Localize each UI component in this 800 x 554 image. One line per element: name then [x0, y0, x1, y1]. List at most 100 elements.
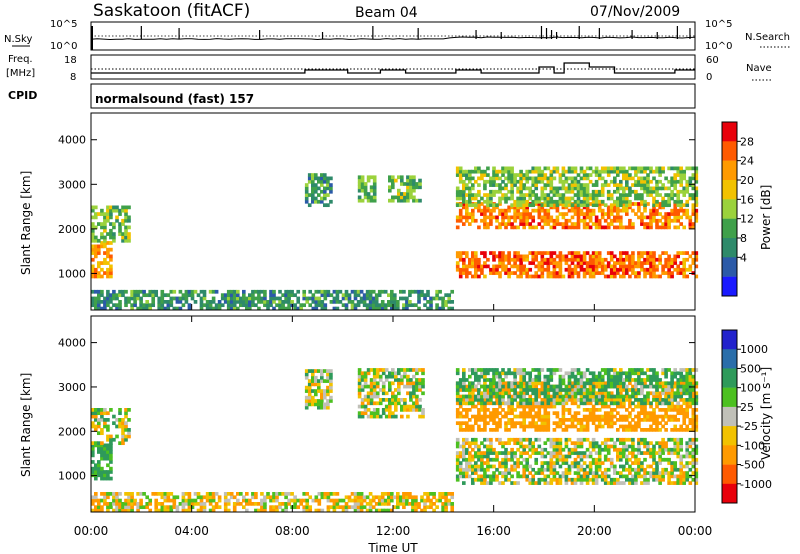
heatmap-cell	[103, 470, 107, 474]
heatmap-cell	[640, 222, 644, 226]
heatmap-cell	[142, 505, 146, 510]
heatmap-cell	[567, 225, 572, 230]
heatmap-cell	[667, 264, 671, 269]
heatmap-cell	[619, 437, 623, 442]
heatmap-cell	[561, 212, 566, 216]
heatmap-cell	[628, 274, 632, 279]
heatmap-cell	[619, 384, 623, 389]
heatmap-cell	[133, 300, 137, 304]
heatmap-cell	[567, 208, 572, 213]
heatmap-cell	[106, 411, 110, 416]
heatmap-cell	[549, 404, 554, 409]
heatmap-cell	[293, 505, 297, 510]
heatmap-cell	[455, 189, 460, 194]
heatmap-cell	[570, 371, 575, 376]
heatmap-cell	[625, 193, 629, 197]
heatmap-cell	[567, 384, 572, 389]
heatmap-cell	[670, 196, 674, 201]
heatmap-cell	[682, 474, 687, 479]
heatmap-cell	[588, 444, 593, 449]
heatmap-cell	[616, 271, 620, 275]
heatmap-cell	[357, 378, 362, 382]
heatmap-cell	[384, 398, 389, 402]
heatmap-cell	[628, 404, 632, 409]
heatmap-cell	[483, 411, 487, 416]
heatmap-cell	[670, 274, 674, 279]
heatmap-cell	[190, 293, 195, 298]
heatmap-cell	[685, 251, 690, 255]
heatmap-cell	[226, 303, 231, 308]
heatmap-cell	[272, 293, 276, 298]
heatmap-cell	[652, 261, 656, 265]
nsearch-tick-bottom: 10^0	[705, 41, 732, 52]
heatmap-cell	[208, 498, 213, 503]
heatmap-cell	[468, 169, 472, 174]
heatmap-cell	[549, 274, 554, 279]
heatmap-cell	[597, 257, 602, 262]
nave-tick-top: 60	[706, 55, 719, 66]
heatmap-cell	[510, 401, 514, 406]
heatmap-cell	[480, 441, 484, 446]
heatmap-cell	[109, 235, 113, 240]
heatmap-cell	[269, 498, 273, 503]
heatmap-cell	[263, 505, 267, 510]
heatmap-cell	[504, 169, 508, 174]
heatmap-cell	[688, 428, 693, 432]
heatmap-cell	[522, 404, 527, 409]
heatmap-cell	[471, 169, 475, 174]
heatmap-cell	[326, 399, 330, 403]
heatmap-cell	[106, 254, 110, 259]
heatmap-cell	[486, 225, 490, 230]
heatmap-cell	[507, 176, 511, 181]
heatmap-cell	[625, 437, 629, 442]
heatmap-cell	[462, 189, 466, 194]
heatmap-cell	[573, 411, 578, 416]
heatmap-cell	[302, 296, 307, 301]
heatmap-cell	[646, 166, 650, 171]
heatmap-cell	[558, 196, 563, 201]
heatmap-cell	[394, 401, 398, 406]
heatmap-cell	[549, 401, 554, 406]
heatmap-cell	[236, 293, 240, 298]
heatmap-cell	[412, 408, 416, 412]
heatmap-cell	[320, 402, 324, 407]
heatmap-cell	[492, 203, 496, 208]
heatmap-cell	[94, 443, 98, 448]
heatmap-cell	[552, 222, 557, 226]
heatmap-cell	[616, 199, 620, 204]
heatmap-cell	[375, 401, 380, 406]
heatmap-cell	[118, 300, 122, 304]
heatmap-cell	[513, 218, 517, 223]
heatmap-cell	[655, 222, 659, 226]
heatmap-cell	[558, 421, 563, 426]
heatmap-cell	[519, 421, 523, 426]
heatmap-cell	[474, 388, 478, 392]
heatmap-cell	[371, 306, 376, 311]
heatmap-cell	[507, 381, 511, 386]
heatmap-cell	[91, 267, 95, 272]
heatmap-cell	[679, 381, 684, 386]
heatmap-cell	[561, 471, 566, 475]
heatmap-cell	[622, 173, 626, 177]
heatmap-cell	[284, 289, 288, 294]
heatmap-cell	[616, 189, 620, 194]
heatmap-cell	[103, 296, 107, 301]
heatmap-cell	[561, 381, 566, 386]
heatmap-cell	[546, 374, 551, 379]
heatmap-cell	[409, 178, 413, 183]
heatmap-cell	[127, 218, 131, 223]
heatmap-cell	[685, 179, 690, 184]
heatmap-cell	[546, 212, 551, 216]
heatmap-cell	[573, 457, 578, 462]
heatmap-cell	[643, 457, 647, 462]
heatmap-cell	[594, 481, 599, 485]
heatmap-cell	[480, 208, 484, 213]
heatmap-cell	[211, 495, 216, 500]
heatmap-cell	[412, 175, 416, 180]
heatmap-cell	[594, 428, 599, 432]
heatmap-cell	[594, 457, 599, 462]
heatmap-cell	[127, 296, 131, 301]
heatmap-cell	[396, 306, 400, 311]
heatmap-cell	[622, 193, 626, 197]
heatmap-cell	[661, 199, 665, 204]
